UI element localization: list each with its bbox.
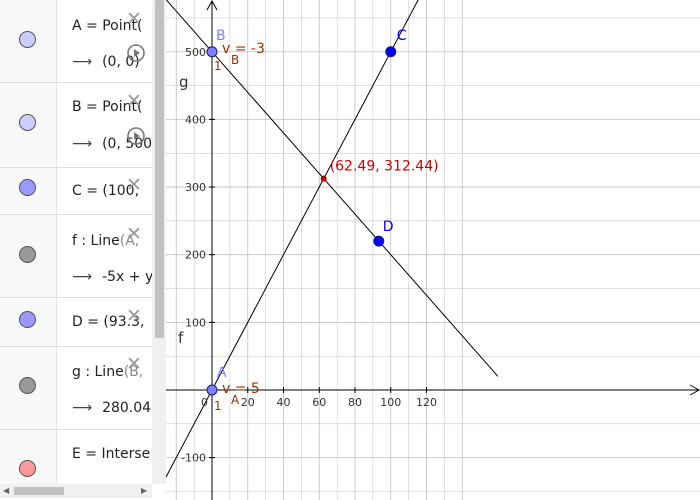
intersection-point	[320, 175, 327, 182]
slope-label-b-one: 1	[214, 59, 222, 73]
x-tick-label: 100	[380, 396, 401, 409]
horizontal-scrollbar[interactable]: ◀ ▶	[0, 484, 152, 498]
slope-label-a-one: 1	[214, 399, 222, 413]
slope-label-a-subscript: A	[231, 393, 240, 407]
algebra-row-g[interactable]: g : Line(B, ⟶ 280.04: ✕	[0, 347, 152, 430]
visibility-toggle-d[interactable]	[19, 311, 36, 328]
point-b	[206, 46, 218, 58]
slope-label-a: v = 5	[222, 381, 260, 397]
x-tick-label: 120	[416, 396, 437, 409]
arrow-icon: ⟶	[72, 400, 93, 416]
vertical-scroll-thumb[interactable]	[155, 0, 164, 338]
x-tick-label: 0	[201, 396, 208, 409]
definition-text: f : Line	[72, 233, 120, 249]
arrow-icon: ⟶	[72, 136, 93, 152]
vertical-scrollbar[interactable]	[152, 0, 166, 484]
marble-cell	[0, 430, 57, 484]
y-tick-label: -100	[181, 452, 206, 465]
marble-cell	[0, 215, 57, 297]
point-label-a: A	[217, 365, 227, 381]
algebra-row-c[interactable]: C = (100, ✕	[0, 168, 152, 215]
delete-b-icon[interactable]: ✕	[126, 90, 142, 112]
play-icon[interactable]	[126, 43, 146, 63]
algebra-row-e[interactable]: E = Interse	[0, 430, 152, 484]
slope-label-b-subscript: B	[231, 53, 239, 67]
visibility-toggle-c[interactable]	[19, 179, 36, 196]
y-tick-label: 400	[185, 113, 206, 126]
line-label-f: f	[178, 329, 184, 347]
x-tick-label: 80	[348, 396, 362, 409]
definition-f[interactable]: f : Line(A,	[72, 233, 152, 249]
visibility-toggle-f[interactable]	[19, 246, 36, 263]
point-label-b: B	[216, 28, 226, 44]
visibility-toggle-e[interactable]	[19, 460, 36, 477]
algebra-row-d[interactable]: D = (93.3, ✕	[0, 298, 152, 347]
lines-layer	[166, 0, 499, 479]
definition-c[interactable]: C = (100,	[72, 183, 140, 199]
x-tick-label: 40	[277, 396, 291, 409]
x-tick-label: 20	[241, 396, 255, 409]
definition-e[interactable]: E = Interse	[72, 446, 151, 462]
marble-cell	[0, 298, 57, 346]
marble-cell	[0, 347, 57, 429]
point-label-c: C	[397, 28, 407, 44]
value-text: -5x + y	[102, 269, 152, 285]
point-d	[373, 235, 385, 247]
y-tick-label: 300	[185, 181, 206, 194]
line-label-g: g	[179, 73, 189, 91]
delete-d-icon[interactable]: ✕	[126, 305, 142, 327]
delete-c-icon[interactable]: ✕	[126, 174, 142, 196]
x-tick-label: 60	[312, 396, 326, 409]
visibility-toggle-g[interactable]	[19, 377, 36, 394]
algebra-row-f[interactable]: f : Line(A, ⟶ -5x + y ✕	[0, 215, 152, 298]
visibility-toggle-b[interactable]	[19, 114, 36, 131]
algebra-view: A = Point( ⟶ (0, 0) ✕ B = Point( ⟶ (0, 500…	[0, 0, 167, 500]
line-f	[166, 0, 419, 479]
graphics-canvas[interactable]: 0 20 40 60 80 100 120 -100 100 200 300 400 500 f g v = …	[166, 0, 700, 500]
y-axis-arrow	[206, 0, 218, 11]
axes-layer	[166, 0, 700, 500]
value-text: (0, 500	[102, 136, 152, 152]
point-label-d: D	[383, 219, 394, 235]
line-g	[166, 0, 499, 377]
graphics-view[interactable]: 0 20 40 60 80 100 120 -100 100 200 300 400 500 f g v = …	[166, 0, 700, 500]
play-icon[interactable]	[126, 126, 146, 146]
x-axis-arrow	[689, 384, 700, 396]
visibility-toggle-a[interactable]	[19, 31, 36, 48]
algebra-row-b[interactable]: B = Point( ⟶ (0, 500 ✕	[0, 83, 152, 168]
slope-label-b: v = -3	[222, 41, 265, 57]
y-tick-label: 100	[185, 316, 206, 329]
intersection-label: (62.49, 312.44)	[330, 159, 439, 175]
delete-g-icon[interactable]: ✕	[126, 353, 142, 375]
scroll-left-icon[interactable]: ◀	[3, 486, 10, 495]
definition-g[interactable]: g : Line(B,	[72, 364, 152, 380]
definition-text: g : Line	[72, 364, 124, 380]
points-layer	[206, 46, 397, 396]
value-f: ⟶ -5x + y	[72, 269, 152, 285]
marble-cell	[0, 83, 57, 167]
labels-layer: 0 20 40 60 80 100 120 -100 100 200 300 400 500 f g v = …	[178, 28, 439, 465]
value-g: ⟶ 280.04:	[72, 400, 152, 416]
horizontal-scroll-thumb[interactable]	[14, 487, 64, 495]
arrow-icon: ⟶	[72, 269, 93, 285]
grid-lines	[166, 0, 700, 500]
y-tick-label: 200	[185, 249, 206, 262]
definition-b[interactable]: B = Point(	[72, 99, 143, 115]
definition-suffix: (A,	[119, 233, 140, 249]
point-a	[206, 384, 218, 396]
delete-f-icon[interactable]: ✕	[126, 223, 142, 245]
definition-suffix: (B,	[123, 364, 144, 380]
marble-cell	[0, 168, 57, 214]
algebra-row-a[interactable]: A = Point( ⟶ (0, 0) ✕	[0, 0, 152, 83]
definition-d[interactable]: D = (93.3,	[72, 314, 145, 330]
scroll-right-icon[interactable]: ▶	[141, 486, 148, 495]
marble-cell	[0, 0, 57, 82]
value-b: ⟶ (0, 500	[72, 136, 152, 152]
point-c	[385, 46, 397, 58]
arrow-icon: ⟶	[72, 54, 93, 70]
delete-a-icon[interactable]: ✕	[126, 8, 142, 30]
definition-a[interactable]: A = Point(	[72, 18, 143, 34]
y-tick-label: 500	[185, 46, 206, 59]
value-text: 280.04:	[102, 400, 152, 416]
